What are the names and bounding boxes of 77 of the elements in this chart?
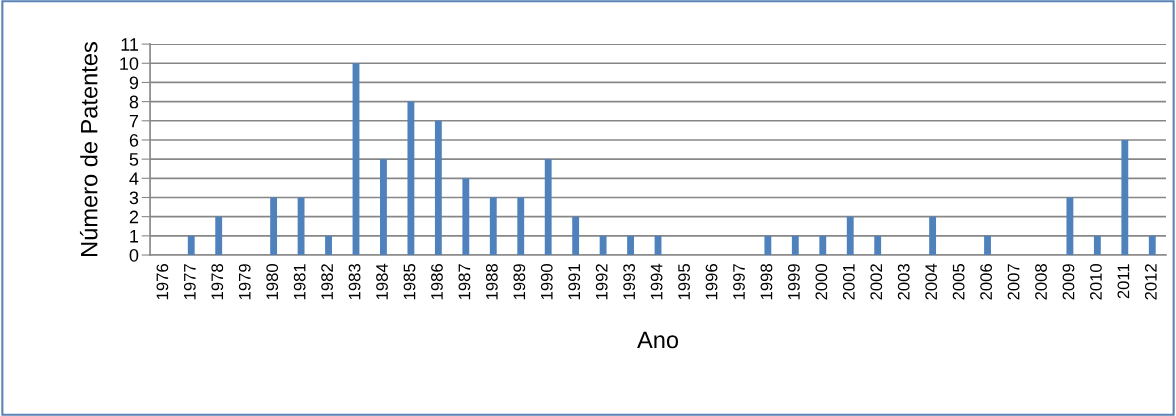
x-tick-label: 1994 [650,263,663,300]
x-tick-label: 1986 [431,264,443,300]
x-tick-label: 2002 [870,264,883,300]
bar [627,235,635,256]
x-tick-label: 1983 [348,264,361,300]
x-tick-label: 1995 [678,264,690,300]
x-tick-label: 2004 [925,263,938,300]
x-axis-title: Ano [637,331,679,349]
x-tick-label: 2001 [842,264,855,300]
bar [517,197,525,256]
bar [380,159,387,256]
x-tick-label: 2007 [1007,264,1020,300]
bar [544,159,552,256]
bar [874,235,882,256]
x-tick-label: 1980 [266,263,279,300]
y-tick-label: 5 [129,153,139,166]
x-tick-label: 1991 [568,264,581,300]
x-tick-label: 1999 [787,264,800,300]
y-tick-label: 1 [130,229,139,243]
bar [407,101,415,256]
x-tick-label: 1997 [733,264,745,300]
bar [572,216,580,256]
x-tick-label: 1998 [760,264,773,300]
bar [434,120,442,256]
x-tick-label: 2006 [980,264,992,300]
x-tick-label: 1990 [540,263,553,300]
bar [764,235,772,256]
y-tick-label: 2 [129,210,139,224]
bar [599,235,607,256]
x-tick-label: 1978 [211,264,224,300]
bar [325,235,332,256]
bar [1148,235,1156,256]
x-tick-label: 1979 [238,264,251,300]
x-tick-label: 2008 [1035,264,1047,300]
y-tick-label: 6 [129,133,139,147]
x-tick-label: 2010 [1090,263,1102,300]
y-tick-label: 4 [129,172,139,185]
x-tick-label: 1984 [376,263,388,300]
bar [462,178,470,256]
x-tick-label: 1985 [403,264,416,300]
x-tick-label: 1981 [293,264,306,300]
y-tick-label: 7 [129,114,139,128]
x-tick-label: 1992 [595,264,608,300]
y-axis-title: Número de Patentes [79,42,98,256]
y-tick-label: 8 [129,95,139,109]
x-tick-label: 2009 [1062,264,1075,300]
x-tick-label: 2005 [952,264,965,300]
bar [819,235,827,256]
bar [489,197,497,256]
bar [215,216,223,256]
x-tick-label: 1977 [183,264,196,300]
x-tick-label: 1982 [321,264,334,300]
x-tick-label: 2011 [1117,264,1130,299]
x-tick-label: 2003 [897,264,910,300]
y-tick-label: 10 [120,57,139,70]
bar [929,216,937,256]
x-tick-label: 1993 [623,264,636,300]
x-tick-label: 1976 [156,264,169,300]
x-tick-label: 1989 [513,264,526,300]
y-tick-label: 0 [129,248,139,262]
x-tick-label: 1987 [458,264,471,300]
y-tick-label: 9 [129,76,139,90]
bar [1066,197,1074,256]
bar [270,197,278,256]
x-tick-label: 1988 [485,264,498,300]
bar [187,235,195,256]
bar [846,216,854,256]
y-tick-label: 3 [129,191,139,205]
bar [791,235,799,256]
y-tick-label: 11 [121,38,139,51]
x-tick-label: 2012 [1144,264,1157,300]
x-tick-label: 1996 [705,264,718,300]
bar [1121,139,1129,256]
bar [984,235,991,256]
x-tick-label: 2000 [815,263,828,300]
bar [297,197,305,256]
bar [1093,235,1101,256]
